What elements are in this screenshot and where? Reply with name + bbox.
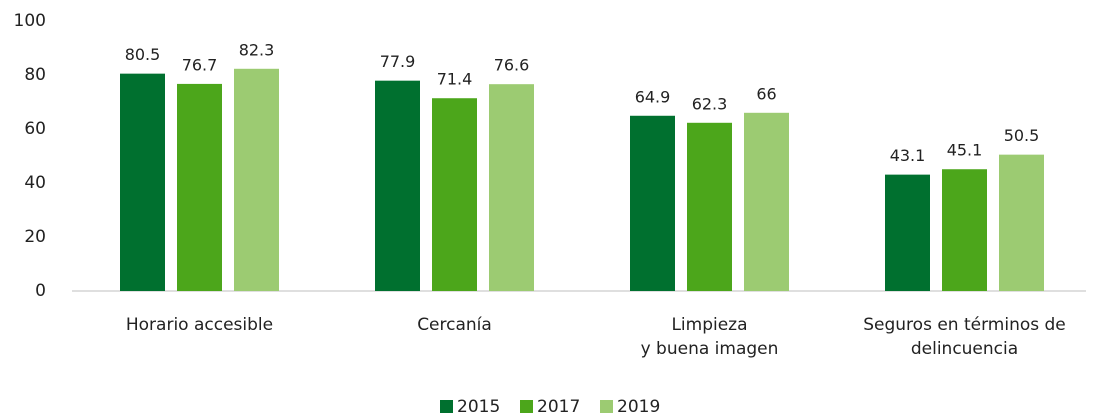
bar [885, 174, 930, 291]
bar [120, 73, 165, 292]
legend-label: 2017 [537, 397, 580, 417]
bar [177, 83, 222, 291]
value-label: 64.9 [635, 87, 671, 106]
value-label: 66 [756, 84, 776, 103]
value-label: 82.3 [239, 40, 275, 59]
y-tick-label: 100 [14, 11, 46, 31]
value-label: 62.3 [692, 94, 728, 113]
bar [687, 122, 732, 291]
x-tick-label: Limpieza y buena imagen [641, 315, 779, 359]
bar [744, 112, 789, 291]
value-label: 77.9 [380, 52, 416, 71]
value-label: 76.7 [182, 55, 218, 74]
value-label: 43.1 [890, 146, 926, 165]
value-label: 80.5 [125, 45, 161, 64]
value-label: 76.6 [494, 56, 530, 75]
y-tick-label: 20 [24, 227, 46, 247]
bar [489, 84, 534, 292]
legend-swatch [600, 400, 613, 413]
legend-swatch [440, 400, 453, 413]
bar [234, 68, 279, 291]
y-tick-label: 60 [24, 119, 46, 139]
bar [375, 80, 420, 291]
bar [630, 115, 675, 292]
legend-label: 2015 [457, 397, 500, 417]
y-tick-label: 80 [24, 65, 46, 85]
legend-swatch [520, 400, 533, 413]
legend-label: 2019 [617, 397, 660, 417]
bar [942, 169, 987, 291]
bar [432, 98, 477, 291]
value-label: 50.5 [1004, 126, 1040, 145]
x-tick-label: Cercanía [417, 315, 492, 335]
y-tick-label: 40 [24, 173, 46, 193]
value-label: 45.1 [947, 141, 983, 160]
x-tick-label: Horario accesible [126, 315, 273, 335]
bar [999, 154, 1044, 291]
x-tick-label: Seguros en términos de delincuencia [863, 315, 1066, 359]
y-tick-label: 0 [35, 281, 46, 301]
value-label: 71.4 [437, 70, 473, 89]
